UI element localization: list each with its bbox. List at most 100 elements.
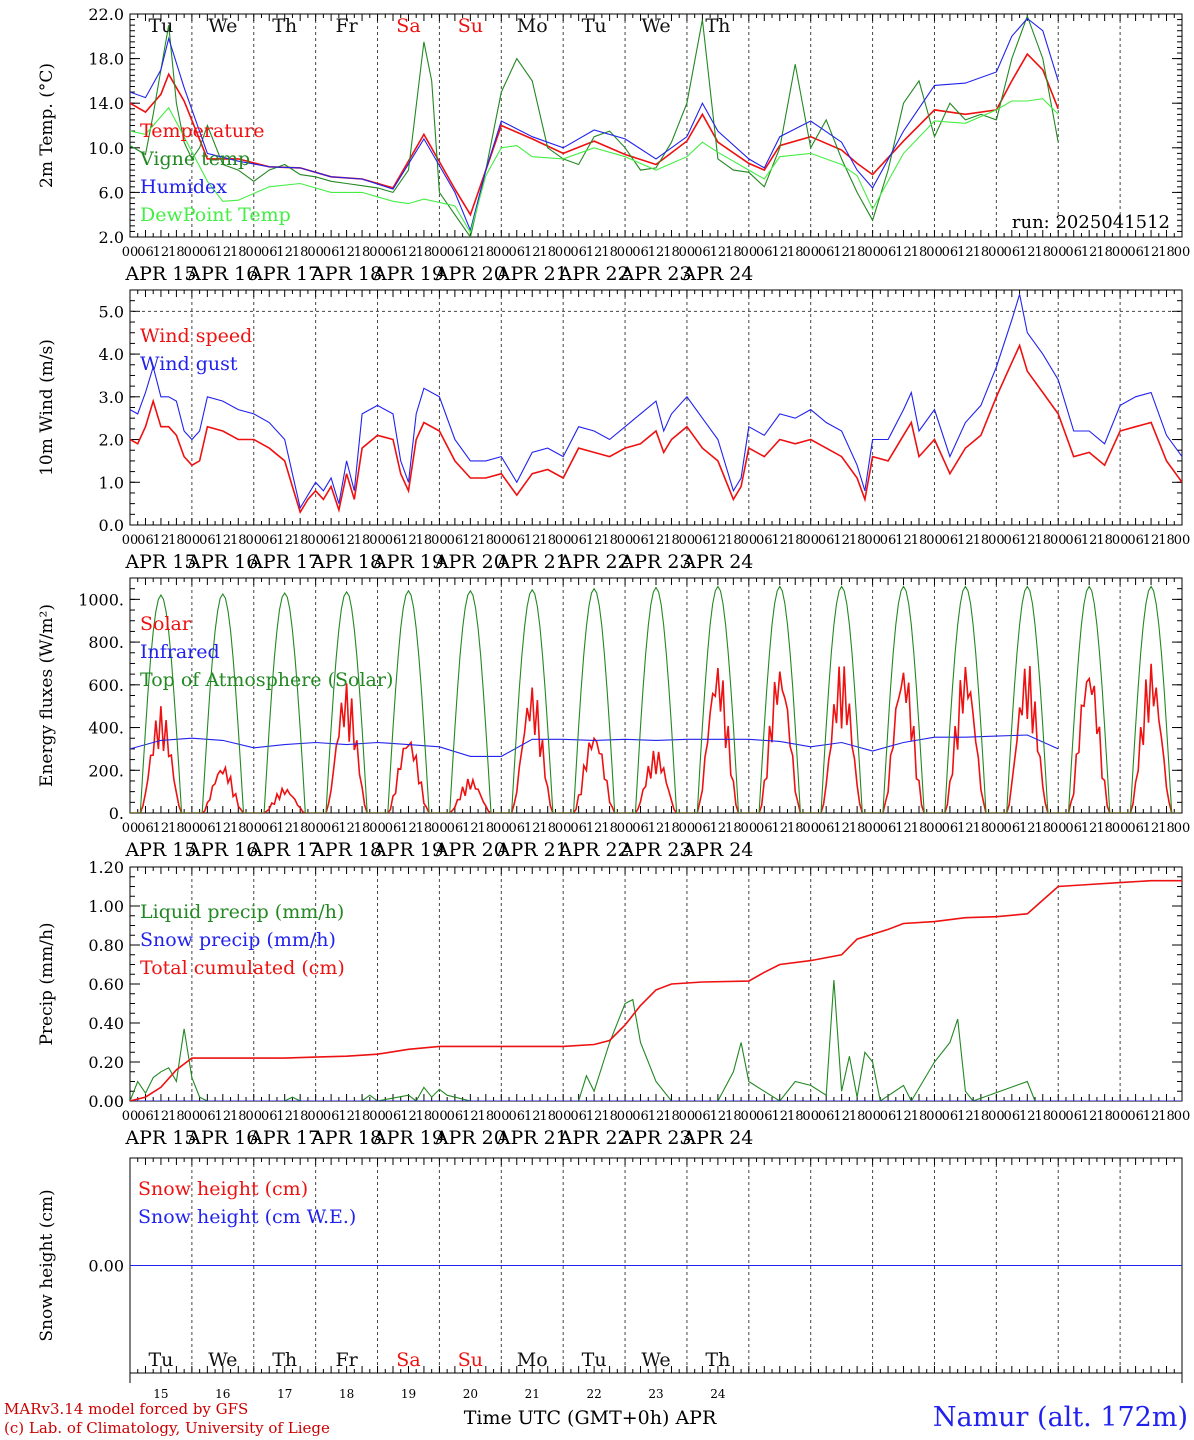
date-label: APR 24	[681, 551, 753, 573]
hour-tick-label: 00	[988, 533, 1005, 548]
hour-tick-label: 00	[988, 245, 1005, 260]
hour-tick-label: 18	[601, 821, 618, 836]
date-label: APR 21	[496, 263, 568, 285]
hour-tick-label: 00	[864, 533, 881, 548]
hour-tick-label: 00	[431, 1109, 448, 1124]
day-name-top: Tu	[148, 15, 173, 37]
series-line-infrared	[130, 734, 1059, 757]
hour-tick-label: 06	[323, 533, 340, 548]
hour-tick-label: 18	[911, 1109, 928, 1124]
day-name-bottom: Tu	[148, 1349, 173, 1371]
day-number: 19	[401, 1387, 416, 1401]
hour-tick-label: 00	[802, 245, 819, 260]
panel-frame-2	[129, 577, 1183, 814]
date-label: APR 18	[310, 551, 382, 573]
day-name-bottom: Sa	[396, 1349, 420, 1371]
hour-tick-label: 12	[462, 245, 479, 260]
hour-tick-label: 12	[400, 245, 417, 260]
hour-tick-label: 06	[1127, 245, 1144, 260]
hour-tick-label: 12	[276, 1109, 293, 1124]
hour-tick-label: 06	[818, 245, 835, 260]
hour-tick-label: 00	[431, 245, 448, 260]
hour-tick-label: 06	[1065, 1109, 1082, 1124]
hour-tick-label: 18	[911, 245, 928, 260]
hour-tick-label: 06	[694, 533, 711, 548]
hour-tick-label: 00	[802, 533, 819, 548]
hour-tick-label: 00	[1050, 245, 1067, 260]
date-label: APR 24	[681, 263, 753, 285]
hour-tick-label: 06	[1127, 533, 1144, 548]
hour-tick-label: 18	[663, 1109, 680, 1124]
hour-tick-label: 18	[1158, 1109, 1175, 1124]
credit-line: (c) Lab. of Climatology, University of L…	[4, 1419, 330, 1437]
series-line-humidex	[130, 17, 1059, 233]
hour-tick-label: 06	[570, 533, 587, 548]
hour-tick-label: 00	[988, 821, 1005, 836]
hour-tick-label: 18	[1034, 821, 1051, 836]
hour-tick-label: 00	[493, 245, 510, 260]
hour-tick-label: 06	[756, 821, 773, 836]
hour-tick-label: 06	[694, 821, 711, 836]
date-label: APR 19	[372, 839, 444, 861]
hour-tick-label: 06	[818, 533, 835, 548]
y-tick-label: 3.0	[99, 388, 124, 407]
date-label: APR 23	[619, 1127, 691, 1149]
date-label: APR 18	[310, 1127, 382, 1149]
hour-tick-label: 00	[802, 821, 819, 836]
hour-tick-label: 18	[973, 245, 990, 260]
hour-tick-label: 00	[307, 1109, 324, 1124]
date-label: APR 17	[248, 551, 320, 573]
hour-tick-label: 06	[632, 533, 649, 548]
date-label: APR 16	[186, 1127, 258, 1149]
hour-tick-label: 12	[833, 821, 850, 836]
hour-tick-label: 00	[1112, 533, 1129, 548]
legend-entry: Wind gust	[140, 353, 238, 375]
date-label: APR 19	[372, 1127, 444, 1149]
hour-tick-label: 18	[849, 821, 866, 836]
hour-tick-label: 18	[168, 1109, 185, 1124]
hour-tick-label: 12	[710, 821, 727, 836]
day-number: 17	[277, 1387, 292, 1401]
hour-tick-label: 12	[895, 245, 912, 260]
hour-tick-label: 12	[833, 245, 850, 260]
hour-tick-label: 18	[849, 245, 866, 260]
day-name-top: We	[641, 15, 670, 37]
hour-tick-label: 12	[710, 1109, 727, 1124]
hour-tick-label: 18	[849, 533, 866, 548]
hour-tick-label: 00	[864, 245, 881, 260]
hour-tick-label: 00	[679, 1109, 696, 1124]
hour-tick-label: 12	[957, 245, 974, 260]
y-tick-label: 0.00	[88, 1092, 124, 1111]
plot-area	[130, 14, 1059, 237]
legend-entry: Wind speed	[140, 325, 252, 347]
hour-tick-label: 06	[508, 533, 525, 548]
hour-tick-label: 00	[493, 821, 510, 836]
hour-tick-label: 06	[261, 533, 278, 548]
hour-tick-label: 06	[508, 245, 525, 260]
y-tick-label: 4.0	[99, 345, 124, 364]
hour-tick-label: 12	[338, 1109, 355, 1124]
hour-tick-label: 12	[462, 1109, 479, 1124]
hour-tick-label: 12	[153, 533, 170, 548]
hour-tick-label: 00	[122, 533, 139, 548]
hour-tick-label: 06	[1004, 1109, 1021, 1124]
hour-tick-label: 18	[230, 821, 247, 836]
hour-tick-label: 18	[787, 1109, 804, 1124]
hour-tick-label: 18	[663, 245, 680, 260]
hour-tick-label: 06	[570, 821, 587, 836]
model-credit: MARv3.14 model forced by GFS (c) Lab. of…	[4, 1400, 330, 1438]
y-axis-title: Snow height (cm)	[37, 1189, 57, 1341]
run-label: run: 2025041512	[1012, 212, 1170, 233]
plot-area	[130, 294, 1182, 515]
day-name-bottom: We	[641, 1349, 670, 1371]
hour-tick-label: 00	[369, 1109, 386, 1124]
hour-tick-label: 12	[1143, 821, 1160, 836]
hour-tick-label: 18	[478, 533, 495, 548]
hour-tick-label: 18	[1034, 245, 1051, 260]
hour-tick-label: 12	[276, 533, 293, 548]
date-label: APR 20	[434, 1127, 506, 1149]
day-number: 21	[525, 1387, 540, 1401]
hour-tick-label: 18	[973, 821, 990, 836]
legend-entry: Humidex	[140, 176, 227, 198]
